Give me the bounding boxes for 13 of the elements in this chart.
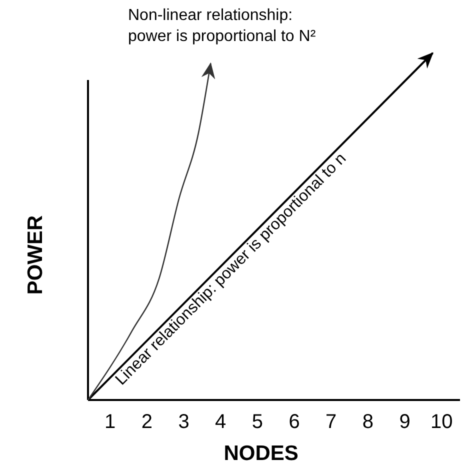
text: Non-linear relationship: power is proportional to N² [128, 7, 316, 45]
x-tick-label: 3 [178, 411, 190, 433]
x-tick-label: 2 [141, 411, 152, 433]
x-tick-label: 6 [288, 411, 300, 433]
x-tick-label: 1 [104, 411, 116, 433]
x-tick-label: 4 [215, 411, 226, 433]
x-tick-label: 10 [430, 411, 453, 433]
y-axis-title: POWER [24, 215, 47, 295]
x-axis-title: NODES [224, 442, 298, 465]
x-tick-label: 5 [252, 411, 263, 433]
x-tick-label: 8 [362, 411, 374, 433]
x-tick-label: 9 [399, 411, 410, 433]
x-tick-label: 7 [326, 411, 337, 433]
